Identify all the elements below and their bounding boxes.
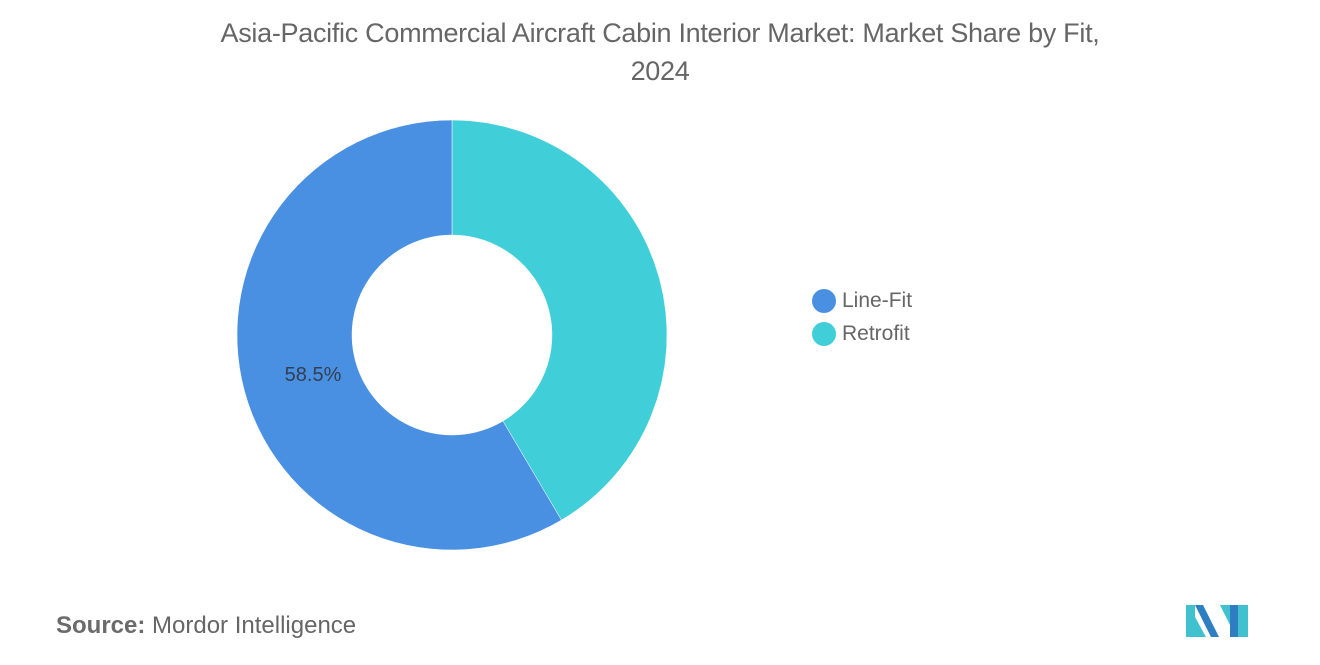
legend-label: Retrofit	[842, 322, 910, 346]
legend: Line-Fit Retrofit	[812, 284, 912, 350]
donut-slices	[237, 120, 667, 550]
mordor-intelligence-logo-icon	[1186, 603, 1250, 639]
source-prefix: Source:	[56, 612, 145, 639]
source-note: Source: Mordor Intelligence	[56, 612, 356, 640]
legend-dot-icon	[812, 322, 836, 346]
legend-item-line-fit[interactable]: Line-Fit	[812, 284, 912, 317]
source-name: Mordor Intelligence	[152, 612, 356, 639]
legend-dot-icon	[812, 289, 836, 313]
legend-label: Line-Fit	[842, 289, 912, 313]
legend-item-retrofit[interactable]: Retrofit	[812, 317, 912, 350]
donut-chart: 58.5%	[0, 0, 1320, 665]
slice-label-line-fit: 58.5%	[285, 364, 342, 386]
